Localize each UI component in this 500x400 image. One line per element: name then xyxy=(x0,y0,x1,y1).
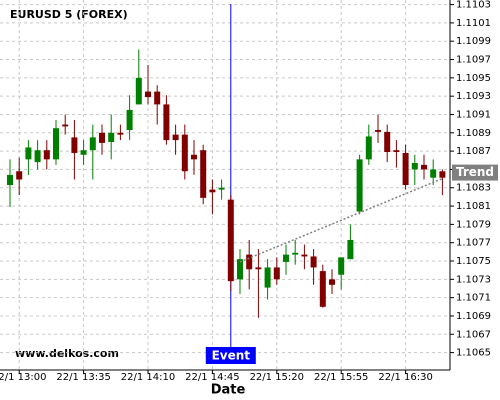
y-tick-label: 1.1071 xyxy=(456,293,491,304)
y-tick-label: 1.1065 xyxy=(456,348,491,359)
y-tick-label: 1.1097 xyxy=(456,55,491,66)
y-tick-label: 1.1083 xyxy=(456,183,491,194)
event-label: Event xyxy=(212,349,251,363)
candle-body xyxy=(25,147,32,160)
candle-body xyxy=(99,132,105,143)
candle-body xyxy=(16,171,23,180)
candle-body xyxy=(439,171,446,178)
trend-line xyxy=(239,177,443,263)
candle-body xyxy=(421,164,427,170)
x-tick-label: 22/1 13:00 xyxy=(0,372,46,383)
y-tick-label: 1.1069 xyxy=(456,311,491,322)
y-tick-label: 1.1077 xyxy=(456,238,491,249)
candle-body xyxy=(246,254,253,270)
candle-body xyxy=(154,91,161,105)
y-tick-label: 1.1067 xyxy=(456,329,491,340)
y-tick-label: 1.1091 xyxy=(456,109,491,120)
x-tick-label: 22/1 16:30 xyxy=(378,372,432,383)
candle-body xyxy=(34,150,41,163)
candle-body xyxy=(273,267,280,280)
y-tick-label: 1.1081 xyxy=(456,201,491,212)
y-tick-label: 1.1095 xyxy=(456,73,491,84)
y-tick-label: 1.1075 xyxy=(456,256,491,267)
candle-body xyxy=(62,124,69,127)
x-tick-label: 22/1 15:55 xyxy=(314,372,368,383)
x-tick-label: 22/1 13:35 xyxy=(56,372,110,383)
x-tick-label: 22/1 14:10 xyxy=(121,372,175,383)
chart-title: EURUSD 5 (FOREX) xyxy=(10,8,128,21)
candle-body xyxy=(7,174,13,185)
event-label-box xyxy=(205,347,256,364)
y-tick-label: 1.1073 xyxy=(456,274,491,285)
candle-body xyxy=(393,150,400,153)
y-tick-label: 1.1089 xyxy=(456,128,491,139)
candle-body xyxy=(191,154,197,160)
candle-body xyxy=(402,152,409,185)
candle-body xyxy=(411,163,418,170)
y-tick-label: 1.1099 xyxy=(456,36,491,47)
candle-body xyxy=(264,267,271,288)
candle-body xyxy=(71,137,78,153)
x-tick-label: 22/1 14:45 xyxy=(185,372,239,383)
candle-body xyxy=(283,254,289,262)
candle-body xyxy=(347,239,354,260)
candle-body xyxy=(384,131,391,153)
watermark: www.delkos.com xyxy=(15,347,119,360)
candle-body xyxy=(181,134,188,172)
candle-body xyxy=(209,189,216,193)
candle-body xyxy=(43,150,50,160)
trend-label-box xyxy=(452,164,498,181)
candle-body xyxy=(163,104,170,141)
candle-body xyxy=(356,159,363,212)
candle-body xyxy=(301,254,308,257)
candle-body xyxy=(218,187,225,190)
candle-body xyxy=(237,259,243,280)
candle-body xyxy=(430,169,437,178)
candle-body xyxy=(117,132,124,135)
candle-body xyxy=(329,279,335,285)
candle-body xyxy=(310,256,317,268)
candle-body xyxy=(365,136,372,160)
x-axis-label: Date xyxy=(211,383,246,398)
candle-body xyxy=(135,77,142,105)
candle-body xyxy=(375,130,381,132)
candle-body xyxy=(89,137,96,151)
y-tick-label: 1.1079 xyxy=(456,219,491,230)
x-tick-label: 22/1 15:20 xyxy=(250,372,304,383)
candle-body xyxy=(172,134,179,141)
candle-body xyxy=(108,132,115,142)
candle-body xyxy=(200,150,207,198)
trend-label: Trend xyxy=(456,165,494,179)
candle-body xyxy=(80,150,87,155)
candle-body xyxy=(292,252,299,255)
y-tick-label: 1.1103 xyxy=(456,0,491,11)
candle-body xyxy=(338,257,345,275)
y-tick-label: 1.1093 xyxy=(456,91,491,102)
y-tick-label: 1.1101 xyxy=(456,18,491,29)
candle-body xyxy=(255,267,262,270)
candle-body xyxy=(145,91,151,98)
y-tick-label: 1.1087 xyxy=(456,146,491,157)
candle-body xyxy=(126,109,133,131)
candle-body xyxy=(319,271,326,307)
candle-body xyxy=(227,199,234,282)
candle-body xyxy=(53,128,59,160)
